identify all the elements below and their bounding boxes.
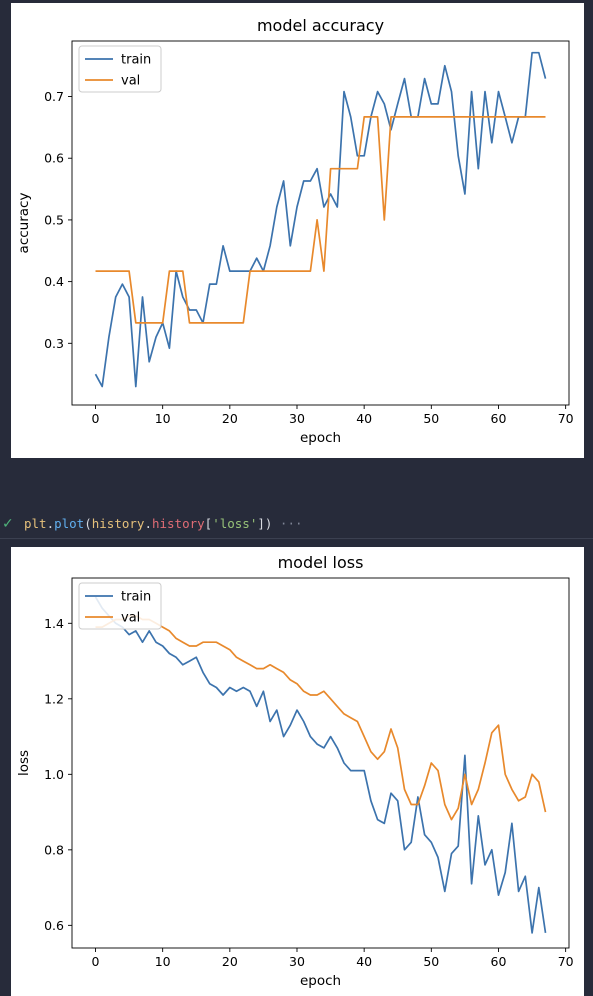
legend-label: train bbox=[121, 53, 151, 68]
x-tick-label: 10 bbox=[155, 411, 171, 426]
y-tick-label: 1.0 bbox=[44, 767, 64, 782]
x-tick-label: 10 bbox=[155, 954, 171, 969]
x-tick-label: 40 bbox=[356, 411, 372, 426]
x-axis-label: epoch bbox=[300, 430, 341, 446]
plot-frame bbox=[71, 577, 570, 949]
chart-title: model loss bbox=[278, 553, 364, 572]
legend-label: train bbox=[121, 590, 151, 605]
x-tick-label: 60 bbox=[491, 954, 507, 969]
x-tick-label: 30 bbox=[289, 954, 305, 969]
y-tick-label: 0.3 bbox=[44, 336, 64, 351]
y-tick-label: 1.2 bbox=[44, 691, 64, 706]
plot-frame bbox=[71, 40, 570, 406]
code-token: plot bbox=[54, 516, 85, 531]
code-cell-source[interactable]: plt.plot(history.history['loss']) ··· bbox=[24, 513, 303, 535]
y-tick-label: 0.7 bbox=[44, 89, 64, 104]
x-tick-label: 50 bbox=[423, 411, 439, 426]
loss-chart: model loss 0 10 20 30 40 50 60 70 0.6 0.8 1.0 1.2 1.4… bbox=[16, 553, 574, 989]
x-axis-label: epoch bbox=[300, 973, 341, 989]
y-axis-label: loss bbox=[16, 750, 32, 776]
y-tick-label: 0.4 bbox=[44, 274, 64, 289]
chart-title: model accuracy bbox=[257, 16, 384, 35]
legend-label: val bbox=[121, 611, 140, 626]
code-token: ( bbox=[84, 516, 92, 531]
code-token: [ bbox=[204, 516, 213, 531]
code-cell[interactable]: ✓ plt.plot(history.history['loss']) ··· bbox=[0, 513, 593, 535]
code-token: 'loss' bbox=[212, 516, 258, 531]
code-token: plt bbox=[24, 516, 47, 531]
val-series-line bbox=[95, 116, 546, 324]
train-series-line bbox=[94, 51, 547, 388]
train-series-line bbox=[94, 596, 547, 934]
x-tick-label: 70 bbox=[558, 954, 574, 969]
x-tick-label: 30 bbox=[289, 411, 305, 426]
x-tick-label: 0 bbox=[92, 954, 100, 969]
code-token: . bbox=[46, 516, 55, 531]
val-series-line bbox=[95, 614, 547, 821]
y-tick-label: 0.5 bbox=[44, 212, 64, 227]
more-ellipsis-icon[interactable]: ··· bbox=[272, 516, 303, 531]
x-tick-label: 70 bbox=[558, 411, 574, 426]
code-token: history bbox=[151, 516, 205, 531]
accuracy-chart: model accuracy 0 10 20 30 40 50 60 70 0.3 0.4 0.5 0.… bbox=[16, 16, 574, 446]
check-icon: ✓ bbox=[2, 516, 14, 532]
code-token: . bbox=[144, 516, 152, 531]
code-token: history bbox=[91, 516, 145, 531]
code-token: ]) bbox=[257, 516, 273, 531]
x-tick-label: 60 bbox=[491, 411, 507, 426]
y-tick-label: 0.8 bbox=[44, 842, 64, 857]
loss-plot-panel: model loss 0 10 20 30 40 50 60 70 0.6 0.8 1.0 1.2 1.4… bbox=[11, 547, 584, 996]
x-tick-label: 20 bbox=[222, 954, 238, 969]
y-axis-label: accuracy bbox=[16, 193, 32, 254]
y-tick-label: 1.4 bbox=[44, 616, 64, 631]
accuracy-plot-panel: model accuracy 0 10 20 30 40 50 60 70 0.3 0.4 0.5 0.… bbox=[11, 3, 584, 458]
x-tick-label: 0 bbox=[92, 411, 100, 426]
cell-divider bbox=[0, 538, 593, 539]
y-tick-label: 0.6 bbox=[44, 151, 64, 166]
x-tick-label: 20 bbox=[222, 411, 238, 426]
x-tick-label: 50 bbox=[423, 954, 439, 969]
legend-label: val bbox=[121, 74, 140, 89]
x-tick-label: 40 bbox=[356, 954, 372, 969]
y-tick-label: 0.6 bbox=[44, 918, 64, 933]
